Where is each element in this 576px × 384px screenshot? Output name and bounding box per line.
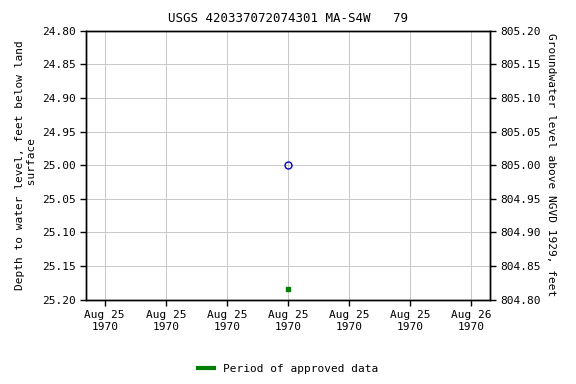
Y-axis label: Groundwater level above NGVD 1929, feet: Groundwater level above NGVD 1929, feet (546, 33, 556, 297)
Title: USGS 420337072074301 MA-S4W   79: USGS 420337072074301 MA-S4W 79 (168, 12, 408, 25)
Legend: Period of approved data: Period of approved data (193, 359, 383, 379)
Y-axis label: Depth to water level, feet below land
 surface: Depth to water level, feet below land su… (15, 40, 37, 290)
